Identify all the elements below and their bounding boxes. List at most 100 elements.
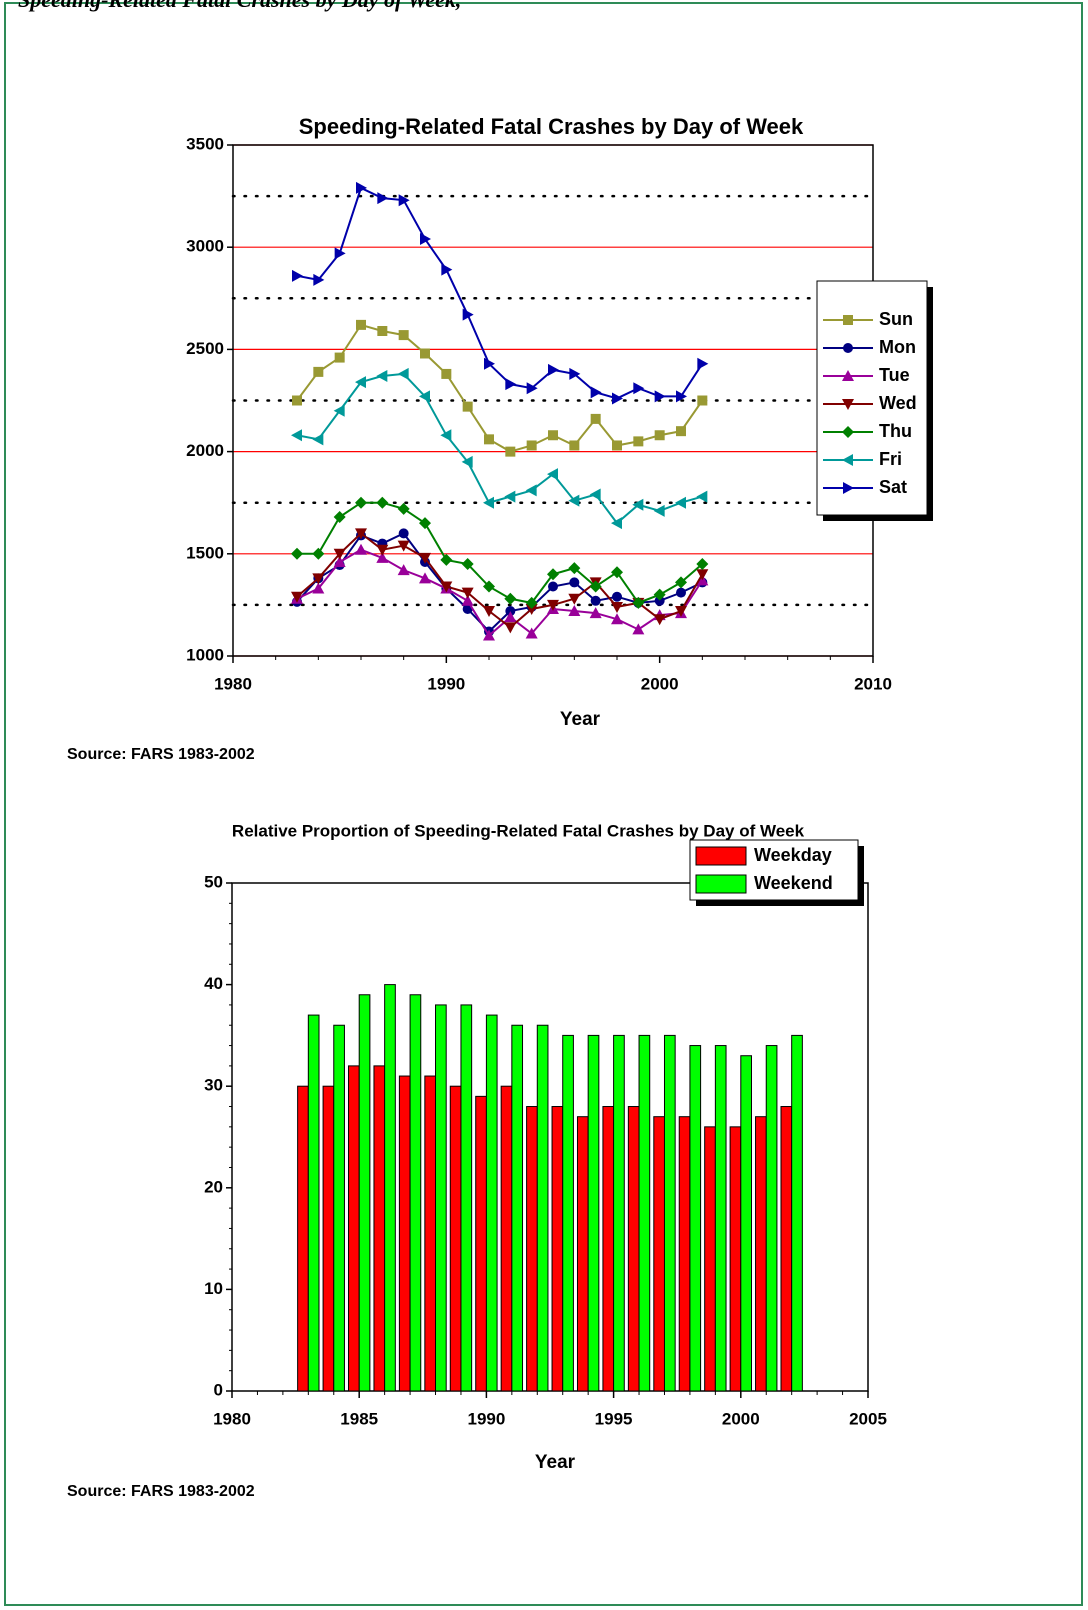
y-tick-label: 10 [204,1279,223,1298]
data-point [653,614,666,626]
data-point [377,192,389,205]
data-point [334,352,345,363]
bar [500,1085,513,1392]
data-point [441,368,452,379]
x-tick-label: 1990 [467,1409,505,1428]
data-point [612,440,622,451]
bar [689,1045,702,1392]
bar [602,1106,615,1392]
bar [627,1106,640,1392]
source-note: Source: FARS 1983-2002 [67,1483,255,1500]
data-point [312,582,325,594]
y-tick-label: 1500 [186,543,224,562]
x-tick-label: 1980 [214,674,252,693]
data-point [312,433,324,446]
y-tick-label: 2500 [186,339,224,358]
bar [348,1065,360,1392]
x-tick-label: 1985 [340,1409,378,1428]
data-point [292,269,303,282]
data-point [376,369,388,382]
data-point [355,376,366,389]
bar [358,994,371,1392]
data-point [398,330,409,341]
data-point [419,552,431,564]
data-point [589,607,602,619]
bar [562,1034,574,1392]
data-point [525,596,538,609]
legend-label: Weekend [754,873,833,893]
bar [475,1095,487,1392]
y-tick-label: 1000 [186,645,224,664]
bar [587,1034,600,1392]
data-point [526,382,538,395]
legend-marker [843,343,853,353]
data-point [333,404,345,417]
data-point [568,494,580,507]
data-point [397,502,410,515]
x-tick-label: 2005 [849,1409,887,1428]
data-point [633,436,644,447]
legend-label: Fri [879,449,902,469]
data-point [547,599,559,611]
data-point [461,455,473,468]
data-point [612,392,623,405]
source-note: Source: FARS 1983-2002 [67,746,255,763]
data-point [461,594,474,606]
data-point [333,548,346,560]
y-tick-label: 50 [204,872,223,891]
bar [653,1116,665,1392]
data-point [569,440,580,451]
data-point [313,366,324,377]
data-point [611,613,623,625]
x-tick-label: 2010 [854,674,892,693]
data-point [696,569,709,581]
data-point [440,429,452,442]
data-point [377,326,388,337]
data-point [632,498,644,511]
series-line [296,532,704,629]
y-tick-label: 3500 [186,134,224,153]
bar [424,1075,437,1392]
data-point [504,611,517,623]
data-point [441,263,453,276]
data-point [547,568,559,581]
data-point [568,562,581,575]
bar [460,1004,473,1392]
bar [576,1116,589,1392]
plot-frame [231,882,869,1392]
data-point [483,629,495,641]
bar [755,1116,767,1392]
data-point [654,595,665,606]
chart-title: Speeding-Related Fatal Crashes by Day of… [299,114,804,139]
data-point [356,319,366,330]
x-tick-label: 2000 [722,1409,760,1428]
data-point [397,367,409,380]
bar [373,1065,386,1392]
legend-marker [842,370,854,381]
legend-label: Tue [879,365,910,385]
legend-label: Wed [879,393,917,413]
y-tick-label: 2000 [186,441,224,460]
y-tick-label: 3000 [186,237,224,256]
data-point [653,588,666,601]
data-point [419,390,430,403]
legend-marker [842,426,854,438]
data-point [484,357,495,370]
data-point [611,601,623,613]
data-point [505,446,516,457]
data-point [569,577,580,588]
data-point [568,605,581,617]
bar [551,1106,564,1392]
y-tick-label: 0 [214,1380,223,1399]
data-point [420,348,430,359]
data-point [569,367,581,380]
data-point [675,576,687,589]
data-point [654,390,666,403]
data-point [697,357,709,370]
bar [449,1085,462,1392]
x-tick-label: 2000 [641,674,679,693]
y-tick-label: 40 [204,974,223,993]
legend-marker [843,315,853,325]
legend-label: Sun [879,309,913,329]
